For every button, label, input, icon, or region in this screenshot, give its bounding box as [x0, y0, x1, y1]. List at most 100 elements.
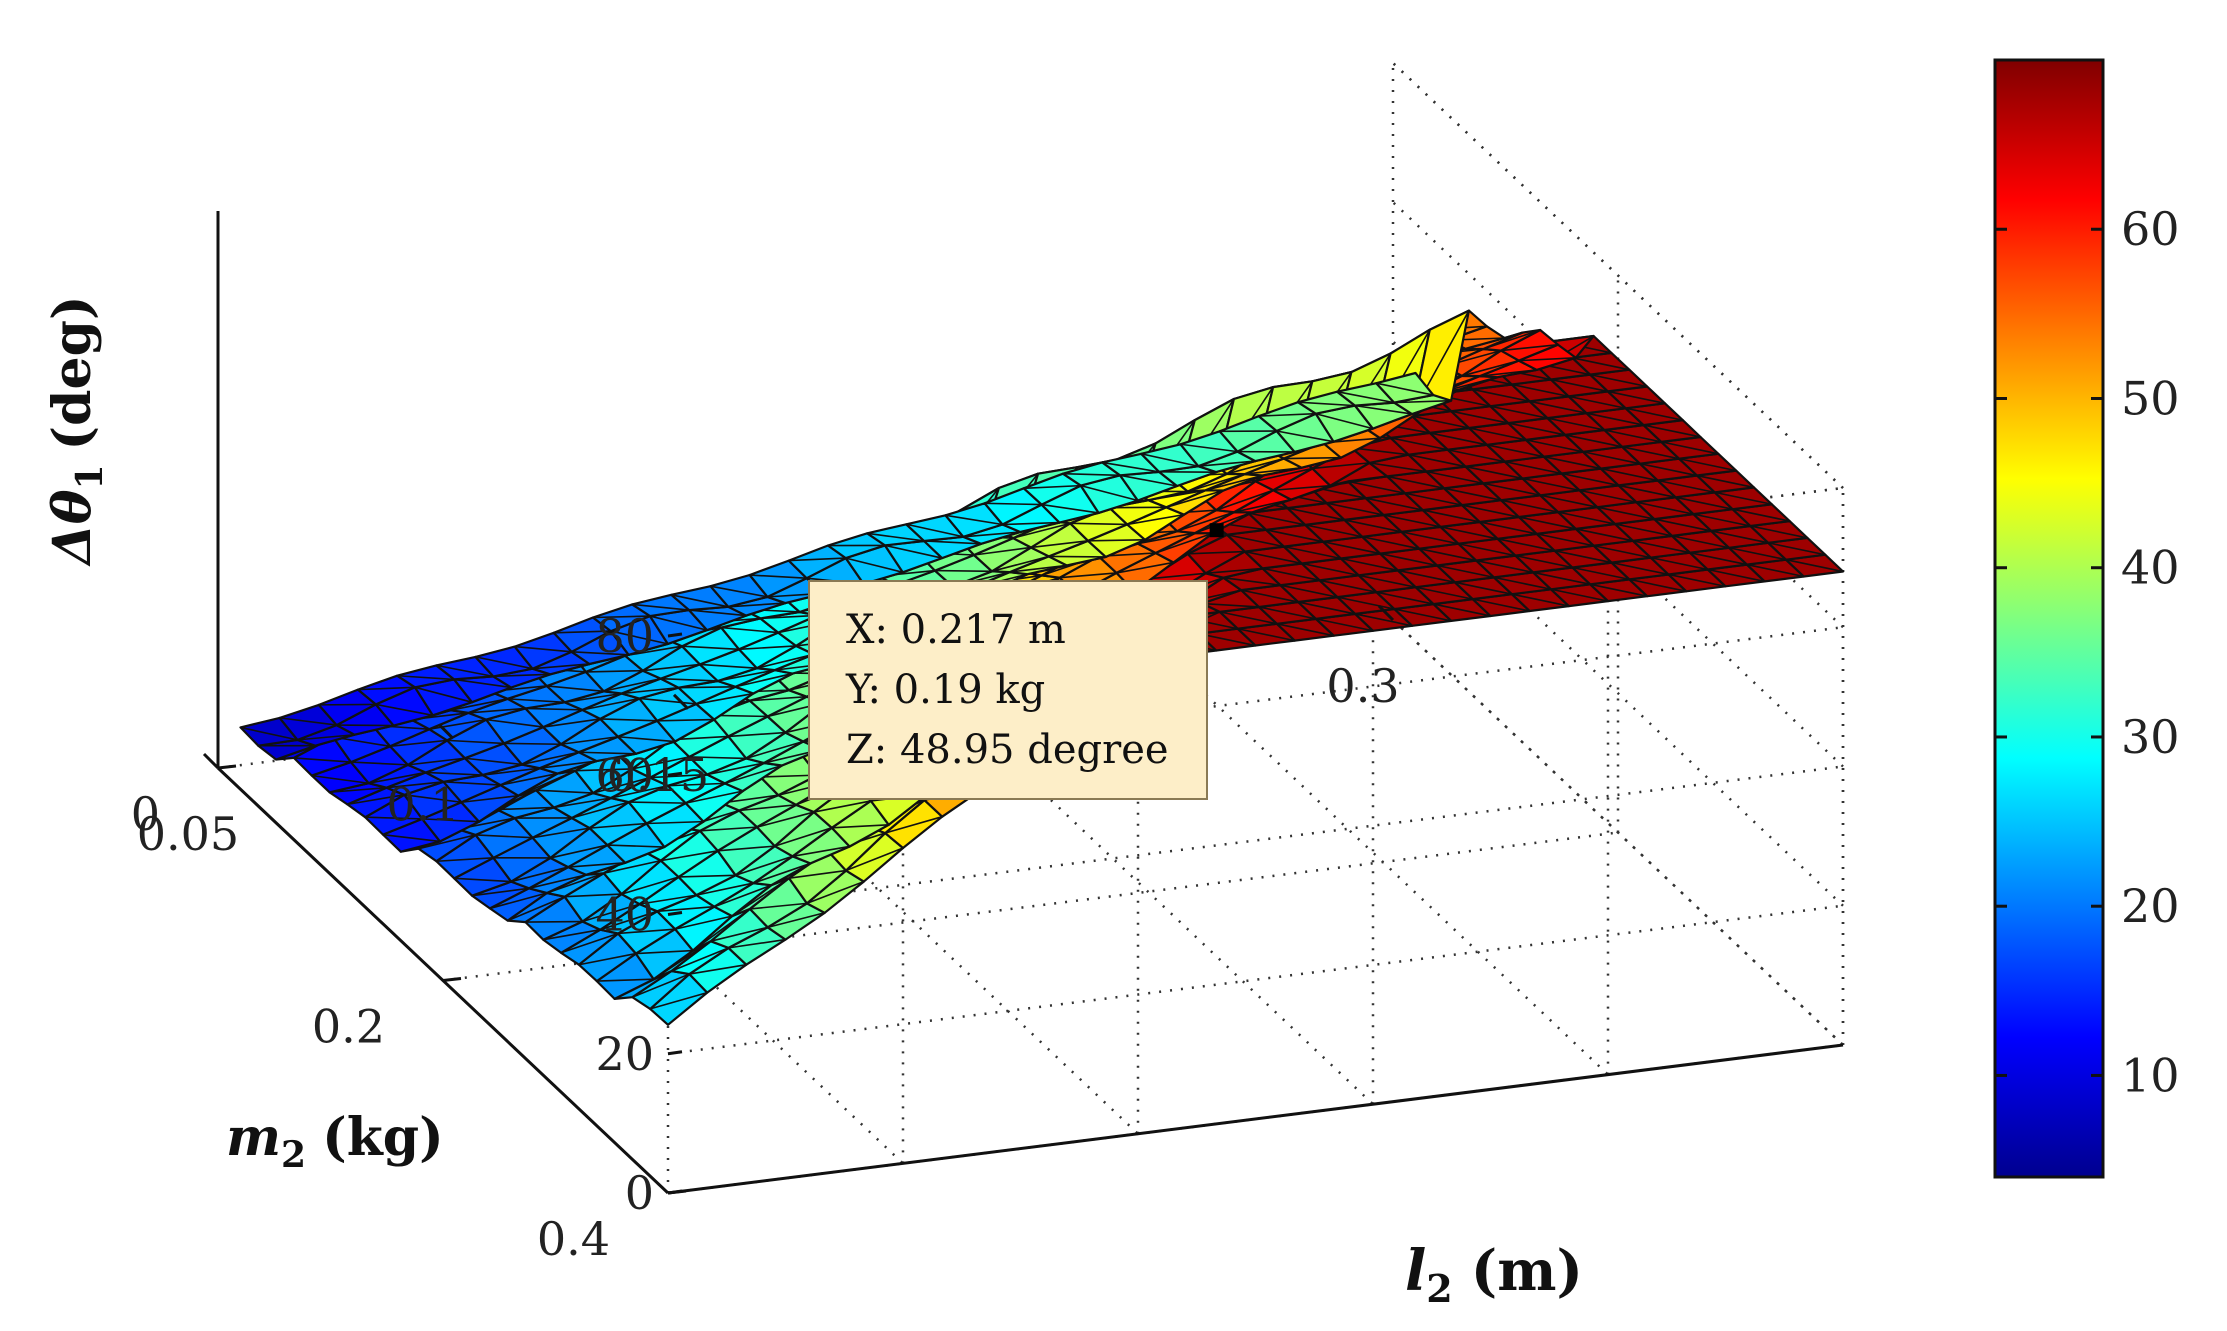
surface-patch-diagonal: [1376, 591, 1434, 605]
surface-patch-diagonal: [1746, 563, 1804, 578]
colorbar-gradient: [1993, 58, 2105, 1179]
surface-patch-diagonal: [1013, 522, 1071, 539]
y-tick-label: 0: [131, 787, 160, 841]
surface-patch-diagonal: [357, 686, 416, 691]
surface-patch-diagonal: [1550, 378, 1609, 393]
surface-patch-diagonal: [1518, 357, 1576, 362]
surface-patch-diagonal: [1714, 491, 1772, 506]
surface-patch-diagonal: [1575, 528, 1634, 542]
surface-patch-diagonal: [1215, 489, 1274, 511]
surface-patch-diagonal: [1572, 566, 1630, 581]
surface-patch-diagonal: [1070, 522, 1128, 526]
surface-patch-diagonal: [1273, 484, 1331, 492]
surface-patch-diagonal: [553, 630, 611, 634]
surface-patch-diagonal: [1696, 474, 1755, 489]
x-axis-label: l2 (m): [1405, 1238, 1583, 1311]
surface-patch-diagonal: [739, 803, 797, 812]
surface-patch-diagonal: [1365, 497, 1423, 511]
surface-patch-diagonal: [721, 626, 779, 634]
surface-patch-diagonal: [671, 947, 729, 972]
surface-patch-diagonal: [756, 811, 815, 828]
surface-patch-diagonal: [1508, 422, 1566, 436]
surface-mesh: [239, 309, 1845, 1026]
surface-patch-diagonal: [1241, 589, 1299, 603]
surface-patch-diagonal: [1436, 564, 1495, 579]
surface-patch-diagonal: [578, 952, 637, 966]
surface-patch-diagonal: [1732, 508, 1790, 522]
surface-patch-diagonal: [1447, 448, 1505, 463]
surface-patch-diagonal: [504, 742, 562, 746]
surface-patch-diagonal: [553, 797, 612, 809]
surface-patch-diagonal: [1330, 475, 1388, 487]
surface-patch-diagonal: [600, 718, 658, 722]
surface-patch-diagonal: [1422, 509, 1480, 523]
surface-patch-diagonal: [532, 827, 590, 839]
surface-patch-diagonal: [1315, 618, 1374, 632]
surface-patch-diagonal: [660, 677, 718, 682]
surface-patch-diagonal: [1344, 519, 1402, 533]
surface-patch-diagonal: [1248, 512, 1306, 526]
surface-patch-diagonal: [1518, 516, 1577, 530]
surface-patch-diagonal: [543, 718, 601, 728]
surface-patch-diagonal: [1458, 542, 1516, 557]
surface-patch-diagonal: [582, 697, 640, 711]
surface-patch-diagonal: [560, 932, 619, 954]
surface-patch-diagonal: [710, 926, 768, 942]
surface-patch-diagonal: [1276, 430, 1334, 443]
surface-patch-diagonal: [1611, 561, 1669, 576]
surface-patch-diagonal: [1589, 373, 1648, 388]
surface-patch-diagonal: [945, 514, 1003, 526]
surface-patch-diagonal: [767, 912, 825, 929]
surface-patch-diagonal: [1283, 545, 1342, 560]
surface-patch-diagonal: [1137, 532, 1196, 545]
datatip-point-marker: [1209, 523, 1224, 538]
colorbar: 10 20 30 40 50 60: [1993, 58, 2180, 1179]
surface-patch-diagonal: [1579, 489, 1637, 504]
surface-patch-diagonal: [1433, 603, 1491, 617]
surface-patch-diagonal: [1219, 611, 1278, 625]
surface-patch-diagonal: [1707, 568, 1765, 583]
surface-patch-diagonal: [884, 544, 943, 559]
surface-patch-diagonal: [1397, 569, 1456, 584]
surface-patch-diagonal: [1002, 521, 1060, 526]
surface-patch-diagonal: [397, 674, 455, 681]
surface-patch-diagonal: [500, 772, 558, 786]
surface-patch-diagonal: [639, 894, 697, 905]
surface-patch-diagonal: [418, 834, 476, 850]
surface-patch-diagonal: [1080, 484, 1138, 502]
surface-patch-diagonal: [1443, 487, 1502, 501]
surface-patch-diagonal: [1258, 606, 1317, 620]
surface-patch-diagonal: [650, 773, 708, 779]
surface-patch-diagonal: [660, 850, 718, 862]
surface-patch-diagonal: [1408, 453, 1466, 468]
surface-patch-diagonal: [963, 531, 1021, 538]
surface-patch-diagonal: [1351, 446, 1409, 456]
surface-patch-diagonal: [617, 735, 676, 743]
surface-patch-diagonal: [735, 672, 793, 688]
surface-patch-diagonal: [443, 781, 501, 786]
surface-patch-diagonal: [1326, 502, 1384, 516]
surface-patch-diagonal: [1483, 482, 1541, 497]
surface-patch-diagonal: [1119, 474, 1178, 487]
surface-patch-diagonal: [1176, 511, 1235, 532]
surface-patch-diagonal: [1486, 444, 1544, 458]
surface-patch-diagonal: [678, 685, 736, 689]
surface-patch-diagonal: [1155, 532, 1213, 554]
surface-patch-diagonal: [1355, 613, 1413, 627]
surface-patch-diagonal: [240, 726, 298, 741]
surface-patch-diagonal: [1785, 558, 1844, 573]
surface-patch-diagonal: [934, 569, 992, 573]
surface-patch-diagonal: [1265, 529, 1324, 543]
surface-patch-diagonal: [511, 866, 569, 883]
surface-patch-diagonal: [461, 794, 519, 804]
surface-patch-diagonal: [404, 794, 462, 804]
surface-patch-diagonal: [1358, 574, 1416, 589]
surface-patch-diagonal: [735, 855, 793, 877]
y-tick-mark: [442, 977, 462, 982]
surface-patch-diagonal: [788, 557, 846, 562]
surface-patch-diagonal: [365, 816, 423, 820]
surface-patch-diagonal: [429, 718, 487, 730]
grid-z-side: [1392, 479, 1844, 907]
surface-patch-diagonal: [632, 973, 690, 998]
surface-patch-diagonal: [422, 818, 480, 823]
